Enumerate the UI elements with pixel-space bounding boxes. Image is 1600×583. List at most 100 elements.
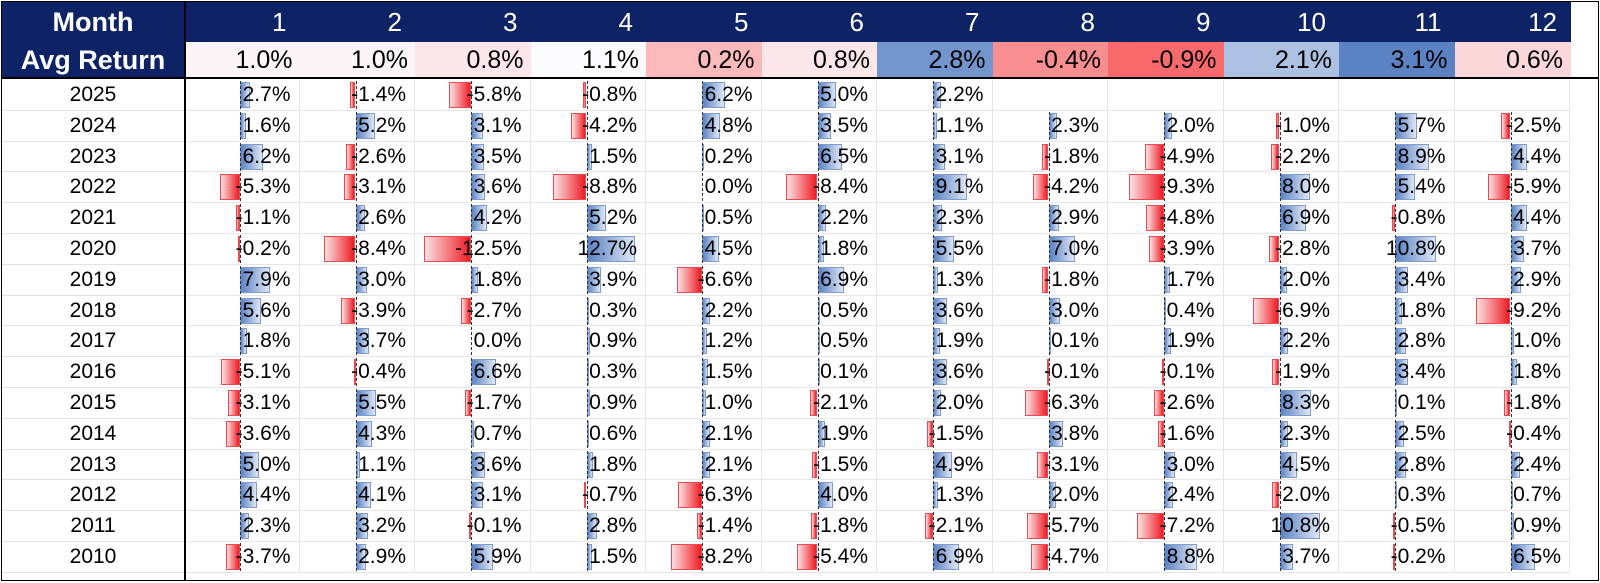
return-cell-2022-10: 8.0% [1223,172,1339,204]
return-cell-2015-7: 2.0% [877,388,993,419]
return-value-2020-5: 4.5% [704,237,753,260]
return-bar-2012-5 [678,482,702,509]
bar-axis-line [1395,358,1396,387]
bar-axis-line [355,173,357,202]
return-cell-2013-10: 4.5% [1223,449,1339,481]
bar-axis-line [1395,512,1396,541]
return-cell-2022-11: 5.4% [1339,172,1455,204]
bar-axis-line [1048,543,1050,571]
return-cell-2011-6: -1.8% [761,511,877,542]
month-header-4: 4 [530,2,647,42]
return-cell-2017-2: 3.7% [299,326,415,358]
bar-axis-line [1395,450,1396,479]
return-bar-2010-5 [671,544,702,570]
bar-axis-line [1048,296,1050,325]
return-bar-2025-4 [583,82,587,108]
return-value-2012-6: 4.0% [820,483,868,507]
bar-axis-line [702,235,703,263]
return-value-2016-7: 3.6% [935,360,984,384]
return-cell-2012-12: 0.7% [1454,480,1570,512]
bar-axis-line [1164,173,1165,202]
return-value-2012-5: -6.3% [697,483,753,507]
bar-axis-line [1395,235,1396,263]
return-bar-2010-12 [1510,544,1536,570]
return-cell-2023-7: 3.1% [877,141,993,173]
return-bar-2018-2 [340,297,356,324]
return-cell-2010-4: 1.5% [530,542,646,573]
return-value-2020-1: -0.2% [235,237,291,260]
month-header-10: 10 [1223,2,1340,42]
return-value-2011-10: 10.8% [1270,514,1330,538]
return-cell-2022-3: 3.6% [415,172,531,204]
bar-axis-line [1048,419,1050,448]
avg-return-cell-5: 0.2% [646,42,763,79]
bar-axis-line [471,204,472,233]
bar-axis-line [1048,481,1050,510]
return-value-2024-1: 1.6% [242,113,291,137]
return-value-2024-8: 2.3% [1051,113,1099,137]
return-bar-2010-7 [933,544,960,570]
return-bar-2022-4 [553,174,587,201]
return-cell-2014-4: 0.6% [530,418,646,450]
bar-axis-line [1395,173,1396,202]
return-cell-2019-1: 7.9% [184,264,300,296]
avg-return-cell-7: 2.8% [877,42,994,79]
return-value-2014-2: 4.3% [358,421,406,445]
return-bar-2023-10 [1271,143,1280,170]
return-value-2025-7: 2.2% [935,83,984,106]
return-value-2021-6: 2.2% [820,206,868,230]
return-cell-2010-7: 6.9% [877,542,993,573]
return-bar-2021-1 [235,205,240,232]
bar-axis-line [702,419,703,448]
bar-axis-line [471,265,472,294]
return-bar-2023-9 [1145,143,1164,170]
bar-axis-line [586,204,588,233]
return-bar-2022-6 [785,174,818,201]
return-value-2014-11: 2.5% [1397,421,1446,445]
bar-axis-line [1164,358,1165,387]
return-value-2010-3: 5.9% [473,545,522,568]
return-cell-2012-7: 1.3% [877,480,993,512]
return-value-2019-10: 2.0% [1282,267,1330,291]
return-value-2016-8: -0.1% [1044,360,1099,384]
return-value-2024-12: -2.5% [1506,113,1561,137]
return-cell-2020-9: -3.9% [1108,234,1224,265]
return-value-2013-2: 1.1% [358,452,406,476]
bar-axis-line [702,296,703,325]
return-cell-2025-2: -1.4% [299,80,415,111]
bar-axis-line [1164,481,1165,510]
year-label-2014: 2014 [2,419,184,450]
bar-axis-line [471,142,472,171]
bar-axis-line [240,235,241,263]
return-cell-2017-10: 2.2% [1223,326,1339,358]
bar-axis-line [1510,327,1512,356]
return-value-2016-9: -0.1% [1159,360,1215,384]
return-cell-2021-3: 4.2% [415,203,531,234]
return-bar-2015-8 [1024,390,1049,416]
bar-axis-line [1510,235,1512,263]
return-value-2011-9: -7.2% [1159,514,1215,538]
bar-axis-line [1164,512,1165,541]
return-value-2016-10: -1.9% [1275,360,1330,384]
year-label-2016: 2016 [2,357,184,388]
bar-axis-line [1395,481,1396,510]
return-value-2010-11: -0.2% [1390,545,1446,568]
bar-axis-line [586,173,588,202]
return-value-2010-5: -8.2% [697,545,753,568]
return-value-2023-1: 6.2% [242,144,291,168]
return-value-2019-1: 7.9% [242,267,291,291]
bar-axis-line [1279,142,1281,171]
return-value-2011-1: 2.3% [242,514,291,538]
return-cell-2017-7: 1.9% [877,326,993,358]
bar-axis-line [240,204,241,233]
return-bar-2016-10 [1272,359,1280,386]
return-value-2017-5: 1.2% [704,329,753,353]
return-cell-2013-8: -3.1% [992,449,1108,481]
bar-axis-line [355,512,357,541]
bar-axis-line [817,419,819,448]
return-value-2013-3: 3.6% [473,452,522,476]
return-value-2010-8: -4.7% [1044,545,1099,568]
bar-axis-line [240,296,241,325]
return-cell-2022-5: 0.0% [646,172,762,204]
return-bar-2019-8 [1041,266,1049,293]
